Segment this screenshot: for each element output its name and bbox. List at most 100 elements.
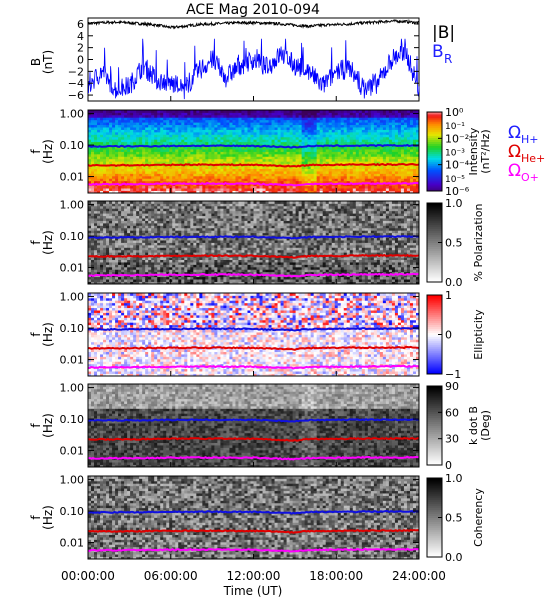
colorbar-kdb xyxy=(427,386,442,466)
colorbar-coh xyxy=(427,478,442,558)
series-He-plus-gyrofreq-line xyxy=(87,162,420,168)
series-O-plus-gyrofreq-line xyxy=(87,181,420,187)
colorbar-tick-label: 1 xyxy=(445,289,452,302)
legend-B-total: |B| xyxy=(432,23,455,43)
colorbar-label: k dot B (Deg) xyxy=(467,406,492,445)
colorbar-label-text: % Polarization xyxy=(472,204,485,282)
legend-gyro-subscript: He+ xyxy=(521,152,545,165)
spectrogram-coh xyxy=(88,476,420,560)
freq-tick-label: 0.10 xyxy=(60,413,85,426)
legend-B-R-subscript: R xyxy=(444,52,452,66)
colorbar-ell xyxy=(427,295,442,375)
colorbar-pol xyxy=(427,203,442,283)
colorbar-frame xyxy=(426,385,443,466)
freq-label-bottom: (Hz) xyxy=(41,322,55,347)
spectrogram-ell xyxy=(88,293,420,377)
series-H-plus-gyrofreq-line xyxy=(87,417,420,423)
mag-ylabel-bottom: (nT) xyxy=(41,50,55,74)
colorbar-tick-label: 0 xyxy=(445,459,452,472)
series-H-plus-gyrofreq-line xyxy=(87,234,420,240)
freq-tick-label: 1.00 xyxy=(60,108,85,121)
colorbar-minor-tick-label: 10⁻⁵ xyxy=(445,175,465,185)
mag-ytick-label: −2 xyxy=(68,65,84,78)
freq-tick-label: 0.01 xyxy=(60,537,85,550)
x-tick-label: 24:00:00 xyxy=(392,569,446,583)
legend-gyro-subscript: H+ xyxy=(521,133,539,146)
series-He-plus-gyrofreq-line xyxy=(88,345,420,351)
mag-ytick-label: −6 xyxy=(68,89,84,102)
colorbar-tick-label: 0.5 xyxy=(445,237,463,250)
legend-B-R: B xyxy=(432,42,444,62)
series-H-plus-gyrofreq-line xyxy=(87,327,420,332)
legend-gyro-subscript: O+ xyxy=(521,171,539,184)
freq-tick-label: 1.00 xyxy=(60,382,85,395)
series-He-plus-gyrofreq-line xyxy=(87,528,420,534)
colorbar-tick-label: 10⁻⁴ xyxy=(445,159,470,172)
colorbar-tick-label: 1.0 xyxy=(445,197,463,210)
freq-axis-label: f(Hz) xyxy=(29,230,55,255)
freq-label-bottom: (Hz) xyxy=(41,139,55,164)
colorbar-tick-label: 1.0 xyxy=(445,472,463,485)
mag-ytick-label: 0 xyxy=(77,54,84,67)
freq-label-bottom: (Hz) xyxy=(41,413,55,438)
series-H-plus-gyrofreq-line xyxy=(88,143,419,149)
freq-label-bottom: (Hz) xyxy=(41,230,55,255)
freq-tick-label: 0.01 xyxy=(60,262,85,275)
series-O-plus-gyrofreq-line xyxy=(87,364,420,370)
colorbar-tick-label: 0.5 xyxy=(445,512,463,525)
colorbar-minor-tick-label: 10⁻¹ xyxy=(445,122,465,132)
colorbar-label-text: Intensity xyxy=(467,127,480,175)
mag-ytick-label: −4 xyxy=(68,77,84,90)
colorbar-tick-label: 0.0 xyxy=(445,276,463,289)
colorbar-tick-label: 0.0 xyxy=(445,551,463,564)
colorbar-tick-label: 0 xyxy=(445,329,452,342)
legend-gyro-symbol: Ω xyxy=(508,123,521,143)
colorbar-label-text: Ellipticity xyxy=(472,309,485,360)
spectrogram-pol xyxy=(88,201,420,285)
x-tick-label: 12:00:00 xyxy=(227,569,281,583)
freq-tick-label: 1.00 xyxy=(60,291,85,304)
freq-label-top: f xyxy=(29,332,43,337)
colorbar-frame xyxy=(426,111,443,192)
freq-axis-label: f(Hz) xyxy=(29,139,55,164)
x-axis-label: Time (UT) xyxy=(223,584,283,598)
freq-tick-label: 0.01 xyxy=(60,171,85,184)
series-He-plus-gyrofreq-line xyxy=(87,436,420,442)
colorbar-tick-label: 60 xyxy=(445,406,459,419)
series-B-R-line xyxy=(87,38,420,100)
colorbar-label: % Polarization xyxy=(472,204,485,282)
mag-ylabel: B(nT) xyxy=(29,50,55,74)
colorbar-tick-label: 30 xyxy=(445,433,459,446)
mag-ytick-label: 6 xyxy=(77,18,84,31)
series-H-plus-gyrofreq-line xyxy=(87,509,419,515)
freq-label-bottom: (Hz) xyxy=(41,505,55,530)
freq-label-top: f xyxy=(29,149,43,154)
freq-tick-label: 0.10 xyxy=(60,230,85,243)
colorbar-tick-label: 10⁻² xyxy=(445,132,469,145)
freq-tick-label: 0.10 xyxy=(60,505,85,518)
colorbar-tick-label: −1 xyxy=(445,368,461,381)
series-He-plus-gyrofreq-line xyxy=(87,253,420,259)
legend-gyro-symbol: Ω xyxy=(508,142,521,162)
colorbar-label-units: (Deg) xyxy=(479,410,492,441)
freq-label-top: f xyxy=(29,515,43,520)
series-O-plus-gyrofreq-line xyxy=(87,272,420,278)
colorbar-tick-label: 10⁰ xyxy=(445,106,464,119)
freq-tick-label: 0.01 xyxy=(60,354,85,367)
freq-tick-label: 0.10 xyxy=(60,322,85,335)
freq-axis-label: f(Hz) xyxy=(29,322,55,347)
freq-axis-label: f(Hz) xyxy=(29,505,55,530)
colorbar-minor-tick-label: 10⁻³ xyxy=(445,149,465,159)
freq-tick-label: 0.01 xyxy=(60,445,85,458)
colorbar-label-text: Coherency xyxy=(472,488,485,547)
colorbar-label: Ellipticity xyxy=(472,309,485,360)
freq-tick-label: 0.10 xyxy=(60,139,85,152)
colorbar-label-units: (nT²/Hz) xyxy=(479,129,492,173)
colorbar-label-text: k dot B xyxy=(467,406,480,445)
colorbar-label: Intensity (nT²/Hz) xyxy=(467,127,492,175)
colorbar-tick-label: 10⁻⁶ xyxy=(445,185,470,198)
colorbar-tick-label: 90 xyxy=(445,380,459,393)
spectrogram-kdb xyxy=(88,384,420,468)
mag-ylabel-top: B xyxy=(29,58,43,66)
